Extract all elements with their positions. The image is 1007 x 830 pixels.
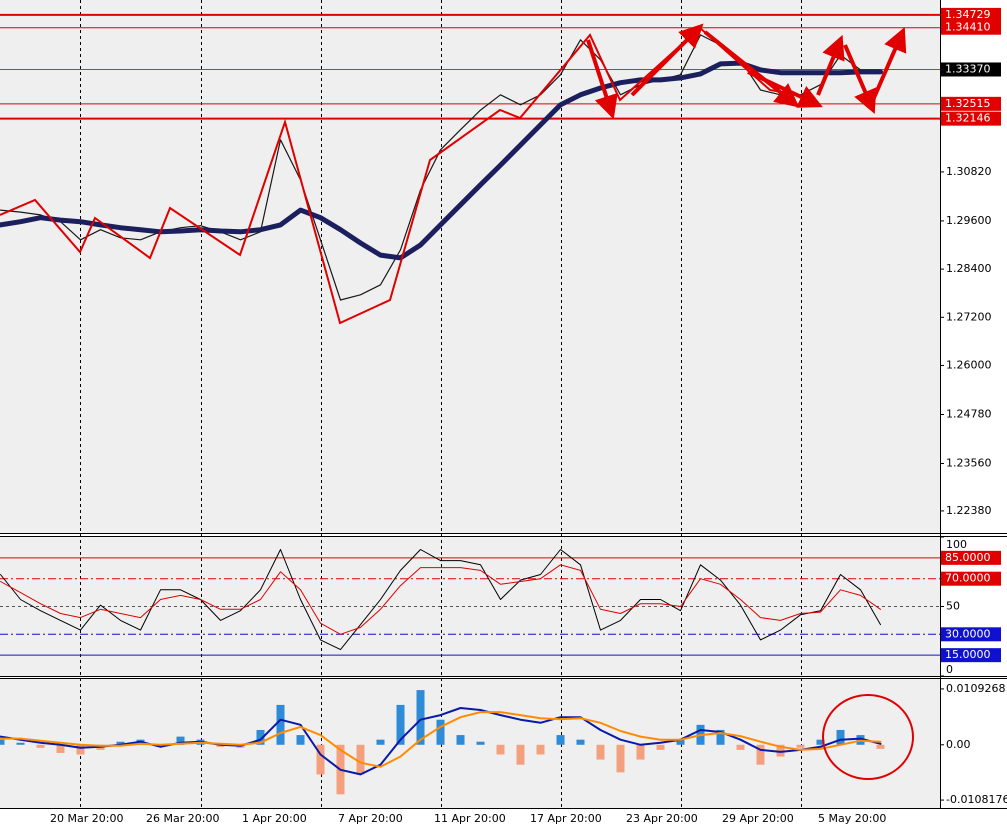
y-tick-label: 1.23560	[946, 457, 992, 470]
x-tick-label: 11 Apr 20:00	[434, 812, 506, 825]
histogram-bar	[636, 744, 645, 760]
y-tick-label: 100	[946, 538, 967, 551]
x-tick-label: 26 Mar 20:00	[146, 812, 219, 825]
y-tick-label: 1.28400	[946, 262, 992, 275]
level-label: 30.0000	[945, 627, 991, 640]
level-label: 85.0000	[945, 551, 991, 564]
zigzag-annotation	[0, 26, 816, 325]
y-tick-label: 0	[946, 663, 953, 676]
level-label: 1.34410	[945, 21, 991, 34]
level-label: 1.32146	[945, 112, 991, 125]
level-label: 15.0000	[945, 648, 991, 661]
histogram-bar	[276, 704, 285, 745]
y-tick-label: 1.26000	[946, 359, 992, 372]
histogram-bar	[836, 729, 845, 745]
level-label: 1.32515	[945, 97, 991, 110]
histogram-bar	[476, 741, 485, 745]
x-tick-label: 5 May 20:00	[818, 812, 886, 825]
histogram-bar	[76, 744, 85, 755]
level-label-box	[941, 571, 1001, 586]
x-tick-label: 29 Apr 20:00	[722, 812, 794, 825]
level-label: 1.34729	[945, 8, 991, 21]
y-tick-label: 0.0109268	[946, 682, 1006, 695]
histogram-bar	[876, 744, 885, 749]
y-tick-label: 1.30820	[946, 165, 992, 178]
level-label-box	[941, 96, 1001, 111]
histogram-bar	[116, 741, 125, 745]
series-line	[0, 60, 883, 261]
histogram-bar	[516, 744, 525, 765]
histogram-bar	[316, 744, 325, 775]
y-tick-label: 1.22380	[946, 504, 992, 517]
histogram-bar	[536, 744, 545, 755]
level-label-box	[941, 20, 1001, 35]
histogram-bar	[436, 719, 445, 745]
histogram-bar	[556, 735, 565, 745]
histogram-bar	[716, 729, 725, 745]
level-label-box	[941, 550, 1001, 565]
histogram-bar	[396, 704, 405, 745]
histogram-bar	[776, 744, 785, 757]
histogram-bar	[496, 744, 505, 755]
arrow-annotations	[586, 23, 907, 120]
level-label-box	[941, 111, 1001, 126]
macd-panel	[0, 679, 940, 808]
histogram-bar	[56, 744, 65, 753]
histogram-bar	[376, 739, 385, 745]
level-label: 1.33370	[945, 62, 991, 75]
y-tick-label: 1.24780	[946, 408, 992, 421]
y-tick-label: 1.27200	[946, 310, 992, 323]
histogram-bar	[356, 744, 365, 775]
histogram-bar	[256, 729, 265, 745]
series-line	[0, 711, 882, 768]
histogram-bar	[16, 742, 25, 745]
y-tick-label: 0.00	[946, 738, 971, 751]
histogram-bar	[36, 744, 45, 748]
chart-layers: 1.22380 1.23560 1.24780 1.26000 1.27200 1.284…	[0, 7, 1007, 825]
time-grid	[80, 0, 802, 808]
x-tick-label: 1 Apr 20:00	[242, 812, 307, 825]
x-tick-label: 23 Apr 20:00	[626, 812, 698, 825]
histogram-bar	[296, 735, 305, 745]
histogram-bar	[656, 744, 665, 750]
y-tick-label: -0.0108176	[946, 793, 1007, 806]
level-label-box	[941, 627, 1001, 642]
panel-borders	[0, 0, 1007, 809]
histogram-bar	[756, 744, 765, 765]
histogram-bar	[596, 744, 605, 760]
level-label-box	[941, 648, 1001, 663]
histogram-bar	[676, 739, 685, 745]
histogram-bar	[416, 690, 425, 745]
histogram-bar	[576, 739, 585, 745]
highlight-circle	[822, 694, 914, 780]
y-tick-label: 50	[946, 600, 960, 613]
histogram-bar	[736, 744, 745, 750]
histogram-bar	[816, 739, 825, 745]
price-panel	[0, 0, 940, 533]
x-tick-label: 7 Apr 20:00	[338, 812, 403, 825]
level-label-box	[941, 62, 1001, 77]
x-tick-label: 20 Mar 20:00	[50, 812, 123, 825]
histogram-bar	[0, 739, 5, 745]
histogram-bar	[616, 744, 625, 773]
series-line	[0, 549, 881, 651]
level-label-box	[941, 7, 1001, 22]
histogram-bar	[796, 744, 805, 748]
y-tick-label: 1.29600	[946, 214, 992, 227]
x-tick-label: 17 Apr 20:00	[530, 812, 602, 825]
histogram-bar	[456, 735, 465, 745]
histogram-bar	[176, 736, 185, 745]
level-label: 70.0000	[945, 572, 991, 585]
series-line	[0, 564, 881, 635]
